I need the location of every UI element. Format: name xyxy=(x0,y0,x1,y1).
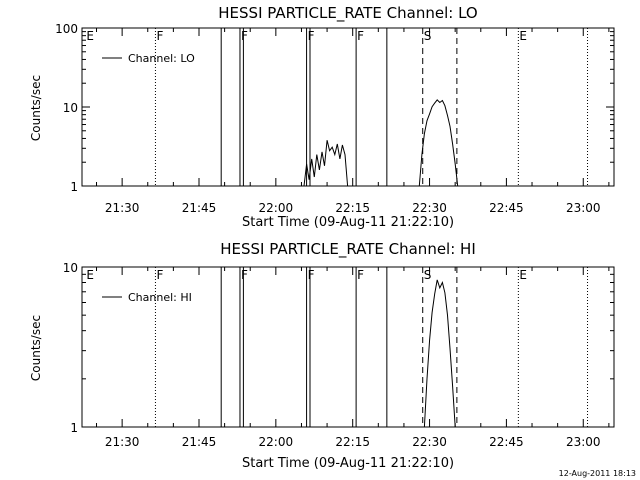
event-marker-label: F xyxy=(308,29,315,43)
event-marker-label: S xyxy=(424,29,432,43)
y-axis-label: Counts/sec xyxy=(29,75,43,141)
event-marker-label: F xyxy=(357,29,364,43)
event-marker-label: F xyxy=(308,268,315,282)
y-tick-label: 1 xyxy=(70,180,78,194)
x-axis-label: Start Time (09-Aug-11 21:22:10) xyxy=(242,456,454,471)
legend-label: Channel: LO xyxy=(128,52,195,65)
y-tick-label: 10 xyxy=(63,261,78,275)
event-marker-label: F xyxy=(156,268,163,282)
chart-title: HESSI PARTICLE_RATE Channel: HI xyxy=(220,240,476,259)
x-tick-label: 21:45 xyxy=(182,201,217,215)
x-tick-label: 22:15 xyxy=(335,201,370,215)
plot-frame xyxy=(81,266,615,428)
x-tick-label: 21:30 xyxy=(105,201,140,215)
y-tick-label: 100 xyxy=(55,22,78,36)
series-line xyxy=(423,279,456,428)
y-tick-label: 1 xyxy=(70,421,78,435)
plot-area: 21:30 21:45 22:00 22:15 22:30 22:45 23:00 1 10 E F… xyxy=(63,261,615,449)
legend-label: Channel: HI xyxy=(128,291,192,304)
y-axis-label: Counts/sec xyxy=(29,315,43,381)
chart-title: HESSI PARTICLE_RATE Channel: LO xyxy=(218,4,477,23)
y-tick-label: 10 xyxy=(63,101,78,115)
x-tick-label: 23:00 xyxy=(566,435,601,449)
x-tick-label: 23:00 xyxy=(566,201,601,215)
event-marker-label: F xyxy=(156,29,163,43)
plot-area: 21:30 21:45 22:00 22:15 22:30 22:45 23:00 1 10 10… xyxy=(55,22,615,215)
timestamp: 12-Aug-2011 18:13 xyxy=(559,469,636,478)
x-tick-label: 22:45 xyxy=(489,201,524,215)
x-tick-label: 21:30 xyxy=(105,435,140,449)
x-tick-label: 22:30 xyxy=(412,201,447,215)
event-marker-label: E xyxy=(519,29,527,43)
x-tick-label: 22:00 xyxy=(259,201,294,215)
event-marker-label: E xyxy=(86,268,94,282)
x-axis-label: Start Time (09-Aug-11 21:22:10) xyxy=(242,215,454,230)
chart-panel-hi: HESSI PARTICLE_RATE Channel: HI Start Ti… xyxy=(29,240,615,471)
series-line xyxy=(303,99,459,187)
event-marker-label: F xyxy=(357,268,364,282)
x-tick-label: 22:00 xyxy=(259,435,294,449)
event-marker-label: E xyxy=(86,29,94,43)
x-tick-label: 22:30 xyxy=(412,435,447,449)
event-marker-label: E xyxy=(519,268,527,282)
chart-panel-lo: HESSI PARTICLE_RATE Channel: LO Start Ti… xyxy=(29,4,615,230)
x-tick-label: 21:45 xyxy=(182,435,217,449)
x-tick-label: 22:45 xyxy=(489,435,524,449)
event-marker-label: F xyxy=(241,29,248,43)
event-marker-label: S xyxy=(424,268,432,282)
event-marker-label: F xyxy=(241,268,248,282)
x-tick-label: 22:15 xyxy=(335,435,370,449)
